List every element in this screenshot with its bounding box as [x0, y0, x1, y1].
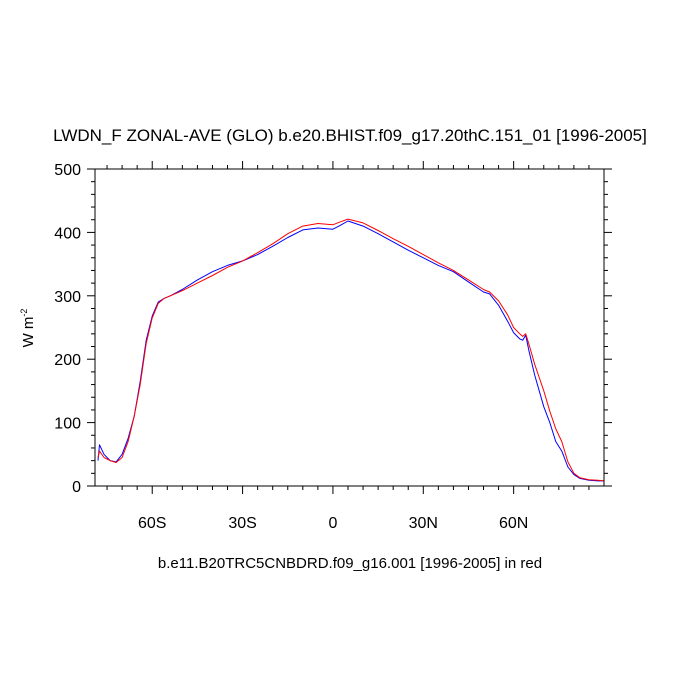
series-layer — [97, 218, 605, 482]
chart-title: LWDN_F ZONAL-AVE (GLO) b.e20.BHIST.f09_g… — [53, 126, 647, 145]
y-tick-label: 0 — [72, 479, 81, 496]
axis-layer: 0 100 200 300 400 500 60S 30S 0 30N 60N — [54, 161, 612, 532]
y-tick-label: 500 — [54, 162, 81, 179]
x-tick-label: 60S — [138, 515, 166, 532]
series-line-blue — [97, 220, 604, 482]
x-tick-label: 60N — [499, 515, 528, 532]
y-tick-label: 100 — [54, 416, 81, 433]
series-line-red — [97, 218, 605, 482]
y-tick-label: 400 — [54, 225, 81, 242]
plot-frame — [94, 168, 605, 487]
y-tick-label: 300 — [54, 289, 81, 306]
x-tick-label: 30N — [409, 515, 438, 532]
y-tick-label: 200 — [54, 352, 81, 369]
x-tick-label: 0 — [328, 515, 337, 532]
x-tick-label: 30S — [228, 515, 256, 532]
x-axis-label: b.e11.B20TRC5CNBDRD.f09_g16.001 [1996-20… — [157, 555, 543, 572]
